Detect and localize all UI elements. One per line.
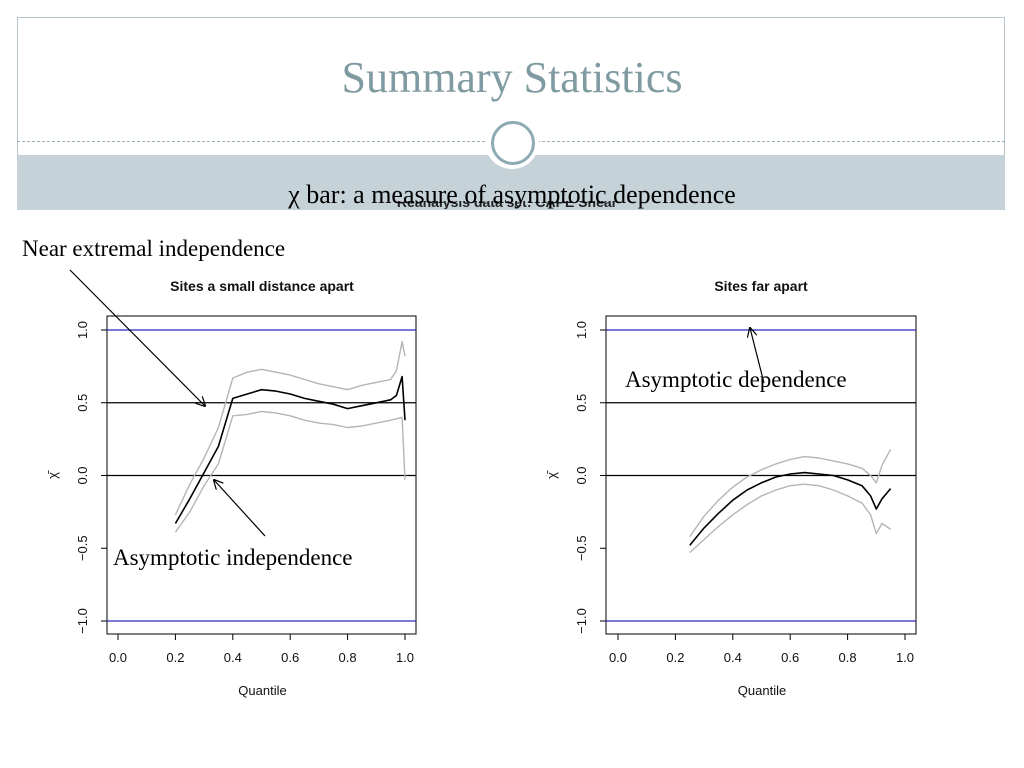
- series-upper-line: [689, 448, 892, 538]
- annotation-asymptotic-independence: Asymptotic independence: [113, 545, 353, 570]
- chart-far-apart: Sites far apart 0.0 0.2 0.4 0.6 0.8 1.0 −1.0 −0.…: [544, 278, 917, 698]
- x-tick-label: 0.0: [109, 650, 127, 665]
- y-tick-label: 0.5: [75, 394, 90, 412]
- y-tick-label: 0.0: [574, 466, 589, 484]
- x-axis-label: Quantile: [738, 683, 786, 698]
- slide-subtitle: χ bar: a measure of asymptotic dependenc…: [288, 180, 736, 209]
- y-axis-label: χ̄: [45, 470, 60, 479]
- y-tick-label: 1.0: [574, 321, 589, 339]
- series-lower-line: [689, 483, 891, 554]
- x-tick-label: 0.6: [781, 650, 799, 665]
- arrow-near-extremal: [69, 269, 205, 406]
- x-tick-label: 0.0: [609, 650, 627, 665]
- chart-title: Sites far apart: [714, 278, 808, 294]
- x-tick-label: 0.8: [339, 650, 357, 665]
- y-tick-label: 0.5: [574, 394, 589, 412]
- y-tick-label: −1.0: [574, 608, 589, 634]
- x-tick-label: 0.6: [281, 650, 299, 665]
- x-tick-label: 0.4: [224, 650, 242, 665]
- y-tick-label: −1.0: [75, 608, 90, 634]
- annotation-arrows: [69, 269, 765, 537]
- arrow-asymptotic-dependence: [750, 328, 765, 384]
- y-tick-label: 0.0: [75, 466, 90, 484]
- chart-small-distance: Sites a small distance apart 0.0 0.2 0.4 0.6…: [45, 278, 417, 698]
- x-tick-label: 1.0: [896, 650, 914, 665]
- series-upper-line: [174, 340, 406, 516]
- y-axis-label: χ̄: [544, 470, 559, 479]
- chart-title: Sites a small distance apart: [170, 278, 354, 294]
- arrow-asymptotic-independence: [214, 480, 266, 537]
- annotation-near-extremal: Near extremal independence: [22, 236, 286, 261]
- x-tick-label: 0.8: [839, 650, 857, 665]
- x-tick-label: 1.0: [396, 650, 414, 665]
- y-tick-label: −0.5: [574, 535, 589, 561]
- series-lower-line: [174, 410, 406, 533]
- divider-ring-icon: [491, 121, 535, 165]
- series-estimate-line: [174, 375, 406, 524]
- x-tick-label: 0.2: [666, 650, 684, 665]
- annotation-asymptotic-dependence: Asymptotic dependence: [625, 367, 847, 392]
- x-tick-label: 0.2: [166, 650, 184, 665]
- y-tick-label: −0.5: [75, 535, 90, 561]
- series-estimate-line: [689, 471, 892, 546]
- y-tick-label: 1.0: [75, 321, 90, 339]
- slide-title: Summary Statistics: [341, 53, 683, 102]
- slide-frame: [17, 17, 1005, 209]
- x-axis-label: Quantile: [238, 683, 286, 698]
- x-tick-label: 0.4: [724, 650, 742, 665]
- background-figure-title-text: Reanalysis data set: CAPE Shear: [396, 201, 618, 209]
- background-figure-title: Reanalysis data set: CAPE Shear: [0, 201, 1014, 209]
